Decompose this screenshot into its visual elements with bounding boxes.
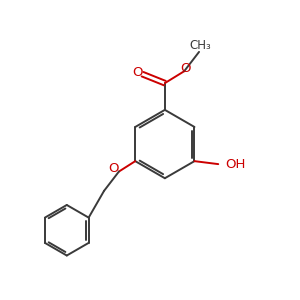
Text: CH₃: CH₃ [190,40,211,52]
Text: OH: OH [225,158,245,171]
Text: O: O [180,62,191,75]
Text: O: O [108,162,119,175]
Text: O: O [132,66,142,79]
